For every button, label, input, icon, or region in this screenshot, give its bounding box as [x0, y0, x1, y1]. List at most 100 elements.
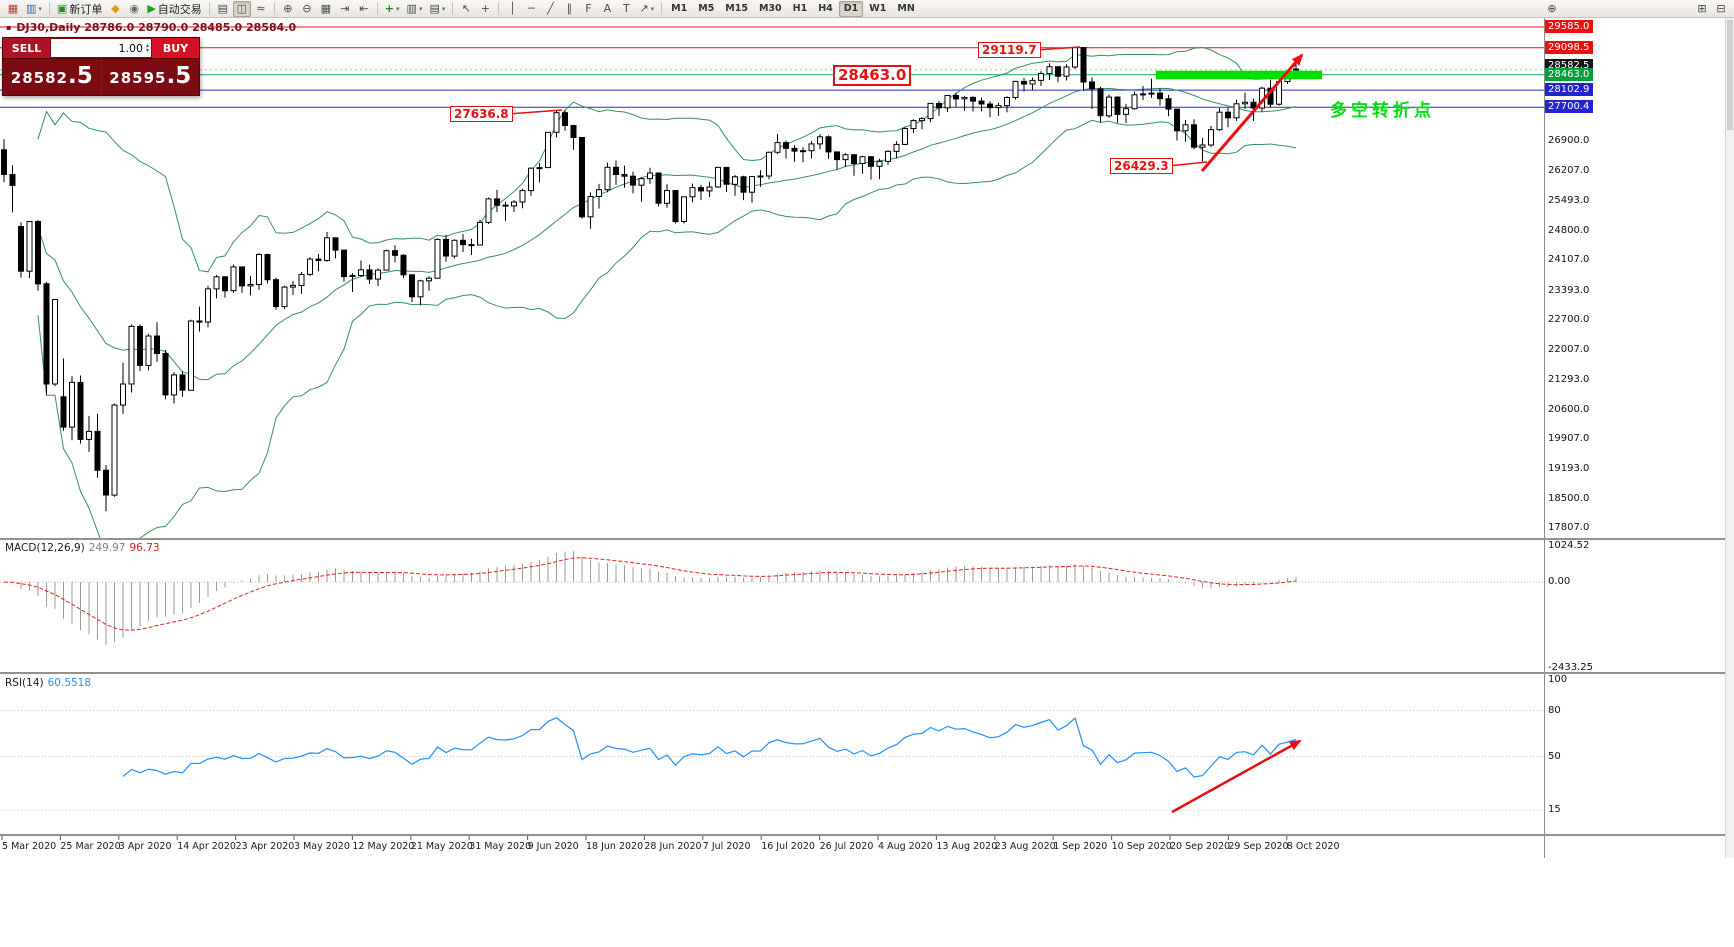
candlestick-chart-icon: ◫ — [236, 1, 247, 15]
price-callout: 28463.0 — [833, 65, 912, 86]
macd-axis-label: 0.00 — [1548, 576, 1571, 588]
date-label: 12 May 2020 — [352, 841, 415, 852]
metaeditor-button[interactable]: ◆ — [106, 1, 124, 17]
date-label: 3 May 2020 — [294, 841, 350, 852]
horizontal-line-button[interactable]: ─ — [522, 1, 540, 17]
zoom-in-button[interactable]: ⊕ — [279, 1, 297, 17]
vertical-line-icon: │ — [509, 1, 516, 15]
timeframe-d1[interactable]: D1 — [838, 0, 864, 17]
rsi-axis-label: 50 — [1548, 750, 1561, 762]
new-order-button[interactable]: ▣ 新订单 — [54, 1, 105, 17]
crosshair-button[interactable]: + — [476, 1, 494, 17]
metaeditor-icon: ◆ — [111, 1, 120, 15]
magnifier-button[interactable]: ⊕ — [1543, 1, 1561, 17]
buy-button[interactable]: BUY — [152, 38, 199, 58]
equidistant-channel-button[interactable]: ∥ — [560, 1, 578, 17]
text-button[interactable]: A — [598, 1, 616, 17]
trendline-button[interactable]: ╱ — [541, 1, 559, 17]
panel-splitter-timeaxis[interactable] — [0, 834, 1734, 836]
panel-splitter-rsi[interactable] — [0, 672, 1734, 674]
bar-chart-icon: ▤ — [217, 1, 228, 15]
dock-panel-icon: ⊞ — [1697, 1, 1707, 15]
tile-windows-button[interactable]: ▦ — [317, 1, 335, 17]
date-label: 23 Apr 2020 — [235, 841, 295, 852]
market-watch-icon: ◉ — [129, 1, 140, 15]
scrollbar-thumb[interactable] — [1727, 20, 1733, 130]
turning-point-annotation: 多空转折点 — [1330, 101, 1435, 121]
chevron-down-icon[interactable]: ▾ — [650, 4, 655, 13]
toolbar-separator — [273, 2, 275, 15]
chart-profiles-button[interactable]: ▥ ▾ — [23, 1, 45, 17]
chevron-down-icon[interactable]: ▾ — [38, 4, 42, 13]
fibonacci-button[interactable]: F — [579, 1, 597, 17]
price-badge: 28102.9 — [1545, 83, 1593, 97]
toolbar-separator — [452, 2, 454, 15]
indicators-button[interactable]: + ▾ — [382, 1, 403, 17]
zoom-out-button[interactable]: ⊖ — [298, 1, 316, 17]
sell-button[interactable]: SELL — [3, 38, 50, 58]
timeframe-w1[interactable]: W1 — [869, 3, 887, 14]
candlestick-chart-button[interactable]: ◫ — [232, 0, 251, 17]
bar-chart-button[interactable]: ▤ — [214, 1, 232, 17]
templates-button[interactable]: ▤ ▾ — [426, 1, 448, 17]
volume-spinner[interactable]: ▴ ▾ — [145, 42, 149, 54]
arrows-button[interactable]: ↗ ▾ — [636, 1, 657, 17]
volume-input[interactable]: 1.00 ▴ ▾ — [51, 39, 151, 57]
timeframe-h1[interactable]: H1 — [792, 3, 808, 14]
new-chart-button[interactable]: ▦ — [4, 1, 22, 17]
timeframe-h4[interactable]: H4 — [818, 3, 833, 14]
chart-ohlc-title: ▪ DJ30,Daily 28786.0 28790.0 28485.0 285… — [6, 21, 296, 34]
sell-price-frac: .5 — [67, 63, 93, 89]
price-callout: 26429.3 — [1110, 158, 1173, 174]
timeframe-m1[interactable]: M1 — [671, 3, 688, 14]
price-axis-label: 19907.0 — [1548, 433, 1590, 444]
collapse-panel-icon: ⊟ — [1716, 1, 1726, 15]
sell-price[interactable]: 28582 .5 — [3, 59, 101, 95]
arrows-icon: ↗ — [639, 1, 649, 15]
vertical-scrollbar[interactable] — [1725, 18, 1734, 858]
autotrading-button[interactable]: ▶ 自动交易 — [144, 1, 204, 17]
market-watch-button[interactable]: ◉ — [125, 1, 143, 17]
macd-axis-label: -2433.25 — [1548, 662, 1593, 673]
line-chart-button[interactable]: ≈ — [252, 1, 270, 17]
date-label: 10 Sep 2020 — [1111, 841, 1172, 852]
price-axis-label: 26207.0 — [1548, 164, 1590, 176]
price-axis-label: 25493.0 — [1548, 195, 1590, 207]
date-label: 14 Apr 2020 — [177, 841, 236, 852]
rsi-value: 60.5518 — [47, 677, 92, 689]
timeframe-mn[interactable]: MN — [897, 3, 915, 14]
chevron-down-icon[interactable]: ▾ — [418, 4, 423, 13]
toolbar-separator — [661, 2, 663, 15]
spinner-down-icon[interactable]: ▾ — [145, 47, 149, 54]
rsi-name: RSI(14) — [5, 677, 44, 689]
vertical-line-button[interactable]: │ — [503, 1, 521, 17]
timeframe-m5[interactable]: M5 — [698, 3, 715, 14]
buy-price-main: 28595 — [109, 69, 167, 87]
chart-title-icon: ▪ — [6, 23, 12, 32]
chevron-down-icon[interactable]: ▾ — [441, 4, 446, 13]
timeframe-m30[interactable]: M30 — [758, 3, 782, 14]
text-icon: A — [603, 1, 612, 15]
date-label: 20 Sep 2020 — [1170, 841, 1231, 852]
date-label: 8 Oct 2020 — [1286, 841, 1340, 852]
buy-price-frac: .5 — [166, 63, 192, 89]
periods-button[interactable]: ▥ ▾ — [404, 1, 426, 17]
chart-shift-button[interactable]: ⇤ — [355, 1, 373, 17]
spinner-up-icon[interactable]: ▴ — [145, 42, 149, 49]
timeframe-m15[interactable]: M15 — [725, 3, 748, 14]
collapse-panel-button[interactable]: ⊟ — [1712, 1, 1730, 17]
macd-indicator-label: MACD(12,26,9) 249.97 96.73 — [5, 542, 160, 554]
chevron-down-icon[interactable]: ▾ — [396, 4, 400, 13]
panel-splitter-macd[interactable] — [0, 538, 1734, 540]
date-label: 28 Jun 2020 — [644, 841, 702, 852]
date-label: 21 May 2020 — [410, 841, 473, 852]
price-badge: 27700.4 — [1545, 100, 1593, 114]
buy-price[interactable]: 28595 .5 — [100, 59, 200, 95]
price-callout: 29119.7 — [978, 42, 1041, 58]
text-label-button[interactable]: T — [617, 1, 635, 17]
dock-panel-button[interactable]: ⊞ — [1693, 1, 1711, 17]
macd-axis-label: 1024.52 — [1548, 540, 1590, 551]
cursor-button[interactable]: ↖ — [457, 1, 475, 17]
auto-scroll-button[interactable]: ⇥ — [336, 1, 354, 17]
